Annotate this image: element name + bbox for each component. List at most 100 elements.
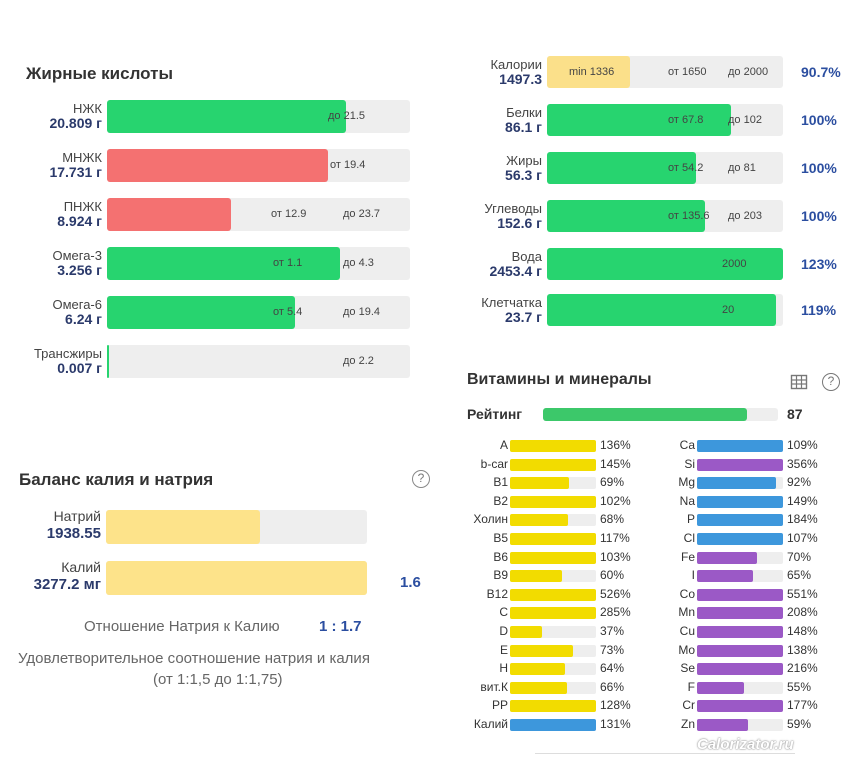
macro-row-fill: [547, 152, 696, 184]
macro-row-label: Калории 1497.3: [440, 57, 542, 87]
macro-row-bar: 2000: [547, 248, 783, 280]
macro-row-label: Жиры 56.3 г: [440, 153, 542, 183]
nutrient-right-label: Mg: [678, 475, 695, 490]
nutrient-right-percent: 59%: [787, 717, 812, 731]
macro-row-bar: min 1336 от 1650 до 2000: [547, 56, 783, 88]
nutrient-left-label: B9: [493, 568, 508, 583]
fatty-row-label: Трансжиры 0.007 г: [0, 346, 102, 376]
nutrient-right-bar: [697, 644, 783, 657]
fatty-row-min: от 5.4: [273, 306, 303, 318]
nutrient-left-label: B1: [493, 475, 508, 490]
nutrient-left-label: Холин: [473, 512, 508, 527]
balance-row-fill: [106, 561, 367, 595]
fatty-row-value: 0.007 г: [57, 360, 102, 376]
nutrient-left-fill: [510, 477, 570, 490]
fatty-row-bar: до 21.5: [107, 100, 410, 133]
divider: [535, 753, 795, 754]
fatty-row-label: ПНЖК 8.924 г: [0, 199, 102, 229]
vitamins-help-icon[interactable]: ?: [822, 373, 840, 391]
nutrient-left-percent: 66%: [600, 679, 625, 694]
fatty-row-label: Омега-6 6.24 г: [0, 297, 102, 327]
nutrient-left-label: вит.К: [480, 679, 508, 694]
macro-row-from: от 1650: [668, 66, 707, 78]
nutrient-right-percent: 148%: [787, 624, 818, 638]
macro-row-name: Углеводы: [484, 201, 542, 216]
nutrient-right-label: Co: [679, 586, 695, 601]
nutrient-right-percent: 109%: [787, 438, 818, 452]
nutrient-right-fill: [697, 458, 783, 471]
rating-value: 87: [787, 406, 803, 422]
rating-bar: [543, 408, 778, 421]
balance-row-bar: [106, 561, 367, 595]
nutrient-right-label: Zn: [680, 717, 695, 731]
fatty-row-name: Омега-3: [52, 248, 102, 263]
nutrient-right-label: Cl: [683, 531, 695, 545]
nutrient-right-bar: [697, 495, 783, 508]
nutrient-right-label: Si: [684, 456, 695, 471]
nutrient-left-percent: 526%: [600, 586, 631, 601]
nutrient-left-label: H: [499, 661, 508, 676]
nutrient-right-bar: [697, 719, 783, 731]
fatty-row-value: 6.24 г: [65, 311, 102, 327]
fatty-row-label: НЖК 20.809 г: [0, 101, 102, 131]
nutrient-left-bar: [510, 644, 596, 657]
nutrient-right-fill: [697, 440, 783, 452]
balance-row-label: Натрий 1938.55: [0, 508, 101, 542]
nutrient-left-percent: 285%: [600, 605, 631, 620]
fatty-row-label: Омега-3 3.256 г: [0, 248, 102, 278]
macro-row-fill: [547, 200, 706, 232]
nutrient-left-fill: [510, 607, 596, 620]
ratio-range: (от 1:1,5 до 1:1,75): [153, 671, 283, 688]
fatty-row-fill: [107, 100, 347, 133]
macro-row-name: Калории: [490, 57, 542, 72]
nutrient-left-fill: [510, 663, 566, 676]
nutrient-right-fill: [697, 570, 753, 583]
fatty-row-value: 8.924 г: [57, 213, 102, 229]
nutrient-left-bar: [510, 514, 596, 527]
fatty-row-min: от 1.1: [273, 257, 303, 269]
nutrient-left-percent: 128%: [600, 698, 631, 713]
macro-row-label: Белки 86.1 г: [440, 105, 542, 135]
nutrient-right-fill: [697, 626, 783, 638]
nutrient-right-bar: [697, 700, 783, 713]
macro-row-to: до 102: [728, 114, 762, 126]
nutrient-right-bar: [697, 663, 783, 676]
nutrient-right-fill: [697, 681, 745, 694]
nutrient-right-label: Mo: [678, 642, 695, 657]
fatty-row-name: ПНЖК: [63, 199, 102, 214]
nutrient-left-bar: [510, 570, 596, 583]
nutrient-right-percent: 208%: [787, 605, 818, 620]
nutrient-right-percent: 551%: [787, 586, 818, 601]
nutrient-left-bar: [510, 551, 596, 564]
nutrient-left-percent: 117%: [600, 531, 630, 545]
nutrient-left-label: B2: [493, 493, 508, 508]
balance-row-value: 1938.55: [46, 525, 101, 542]
nutrient-left-bar: [510, 681, 596, 694]
balance-help-icon[interactable]: ?: [412, 470, 430, 488]
nutrient-right-bar: [697, 440, 783, 452]
nutrient-left-percent: 69%: [600, 475, 625, 490]
nutrient-right-label: Cu: [679, 624, 695, 638]
macro-row-bar: от 54.2 до 81: [547, 152, 783, 184]
macro-row-from: от 67.8: [668, 114, 704, 126]
nutrient-left-bar: [510, 495, 596, 508]
nutrient-left-bar: [510, 440, 596, 452]
nutrient-right-bar: [697, 681, 783, 694]
macro-row-percent: 100%: [801, 112, 837, 128]
table-icon[interactable]: [790, 373, 808, 391]
nutrient-left-label: E: [499, 642, 508, 657]
fatty-row-value: 20.809 г: [49, 115, 102, 131]
macro-row-to: до 81: [728, 162, 756, 174]
nutrient-left-fill: [510, 719, 596, 731]
nutrient-right-label: Se: [680, 661, 695, 676]
macro-row-percent: 100%: [801, 160, 837, 176]
macro-row-percent: 90.7%: [801, 64, 841, 80]
nutrient-left-percent: 136%: [600, 438, 631, 452]
macro-row-from: от 135.6: [668, 210, 710, 222]
nutrient-right-bar: [697, 626, 783, 638]
nutrient-right-fill: [697, 663, 783, 676]
balance-side-value: 1.6: [400, 574, 421, 591]
macro-row-value: 56.3 г: [505, 167, 542, 183]
nutrient-left-bar: [510, 458, 596, 471]
nutrient-left-fill: [510, 570, 562, 583]
